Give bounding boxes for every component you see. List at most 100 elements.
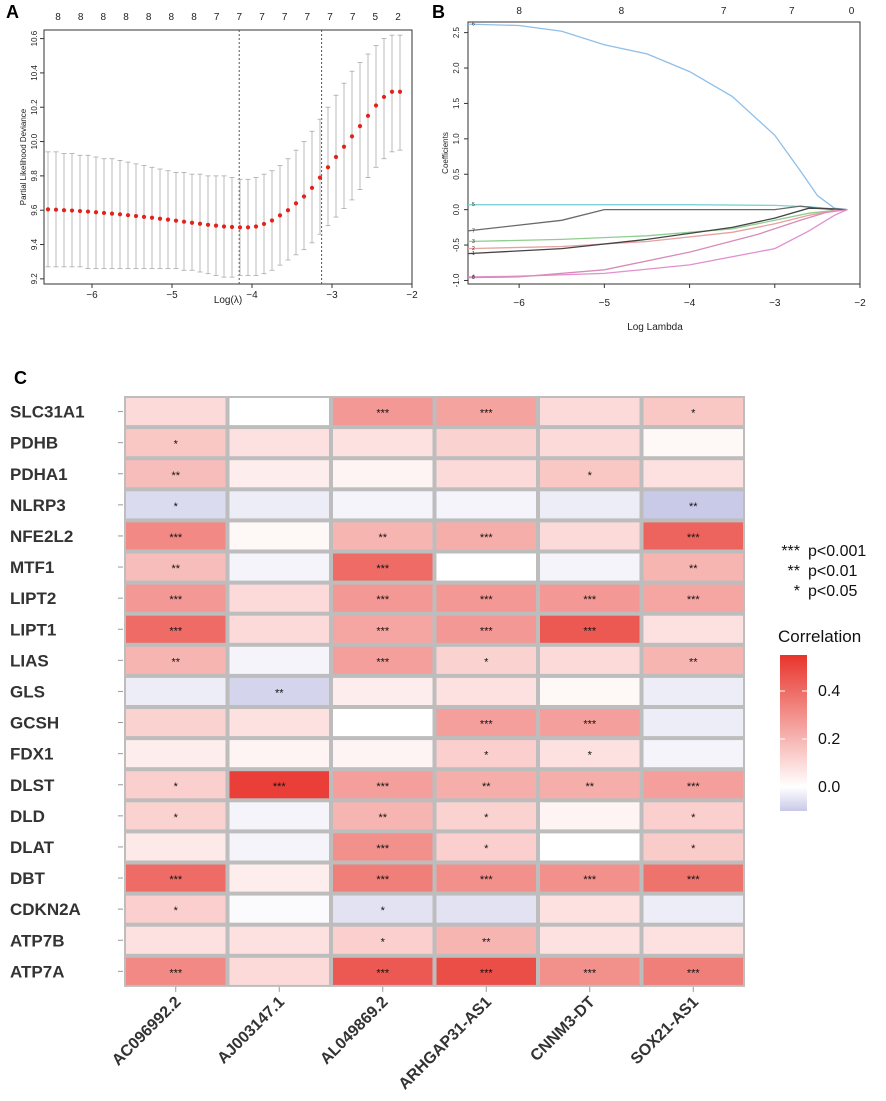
heatmap-cell	[333, 957, 433, 985]
significance-stars: ***	[687, 967, 701, 979]
significance-stars: ***	[583, 594, 597, 606]
significance-stars: *	[174, 812, 179, 824]
significance-stars: ***	[480, 719, 494, 731]
row-label: DLAT	[10, 838, 55, 857]
significance-stars: ***	[480, 408, 494, 420]
heatmap-cell	[643, 926, 743, 954]
deviance-point	[69, 208, 75, 213]
y-tick-label: 9.4	[30, 238, 39, 250]
significance-stars: ***	[376, 967, 390, 979]
series-index-label: 1	[472, 251, 475, 257]
heatmap-cell	[643, 957, 743, 985]
heatmap-background	[124, 396, 745, 987]
row-label: MTF1	[10, 558, 54, 577]
heatmap-cell	[333, 646, 433, 674]
coef-path-2	[467, 208, 848, 250]
heatmap-cell	[540, 957, 640, 985]
significance-stars: **	[585, 781, 594, 793]
heatmap-cell	[436, 615, 536, 643]
heatmap-cell	[333, 771, 433, 799]
deviance-point	[197, 221, 203, 226]
heatmap-cell	[126, 615, 226, 643]
significance-stars: ***	[376, 874, 390, 886]
heatmap-cell	[229, 398, 329, 426]
x-tick-label: −6	[86, 290, 98, 301]
column-label: CNNM3-DT	[527, 994, 598, 1065]
heatmap-cell	[229, 957, 329, 985]
colorbar-title: Correlation	[778, 627, 861, 646]
significance-stars: ***	[583, 967, 597, 979]
heatmap-cell	[643, 677, 743, 705]
heatmap-cell	[643, 833, 743, 861]
deviance-point	[389, 89, 395, 94]
x-tick-label: −4	[684, 298, 696, 309]
significance-stars: *	[484, 750, 489, 762]
deviance-point	[133, 213, 139, 219]
top-count-label: 7	[259, 12, 265, 23]
significance-stars: ***	[376, 594, 390, 606]
heatmap-cell	[436, 491, 536, 519]
heatmap-cell	[229, 677, 329, 705]
heatmap-cell	[540, 677, 640, 705]
top-count-label: 8	[191, 12, 197, 23]
heatmap-cell	[333, 615, 433, 643]
significance-stars: *	[691, 843, 696, 855]
significance-stars: ***	[169, 532, 183, 544]
heatmap-cell	[643, 553, 743, 581]
significance-stars: **	[689, 501, 698, 513]
deviance-point	[317, 175, 323, 180]
panel-letter-c: C	[14, 368, 27, 388]
significance-stars: *	[174, 781, 179, 793]
heatmap-cell	[436, 895, 536, 923]
significance-stars: *	[588, 750, 593, 762]
panel-letter-a: A	[6, 2, 19, 22]
series-index-label: 5	[472, 202, 475, 208]
significance-stars: ***	[376, 781, 390, 793]
heatmap-cell	[126, 771, 226, 799]
deviance-point	[253, 224, 259, 229]
heatmap-cell	[540, 864, 640, 892]
heatmap-cell	[126, 833, 226, 861]
deviance-point	[85, 209, 91, 214]
heatmap-cell	[126, 709, 226, 737]
heatmap-cell	[436, 864, 536, 892]
deviance-point	[53, 207, 59, 212]
column-label: ARHGAP31-AS1	[396, 994, 495, 1093]
significance-legend: *** p<0.001 ** p<0.01 * p<0.05	[781, 543, 866, 600]
heatmap-cell	[643, 740, 743, 768]
plot-frame	[467, 21, 861, 285]
y-tick-label: 10.6	[30, 30, 39, 46]
heatmap-cell	[436, 398, 536, 426]
heatmap-cell	[436, 771, 536, 799]
significance-stars: **	[378, 532, 387, 544]
row-label: NFE2L2	[10, 527, 73, 546]
deviance-point	[77, 208, 83, 214]
deviance-point	[357, 124, 363, 129]
top-count-label: 8	[619, 6, 625, 17]
top-count-label: 7	[237, 12, 243, 23]
panel-c-correlation-heatmap: *** *** **** ** ***** ** *** ***** *** ***** *** **…	[10, 396, 866, 1093]
heatmap-cell	[126, 522, 226, 550]
plot-frame	[43, 29, 413, 285]
heatmap-cell	[436, 584, 536, 612]
significance-stars: *	[174, 439, 179, 451]
heatmap-cell	[540, 429, 640, 457]
deviance-point	[61, 208, 67, 213]
y-tick-label: 2.0	[452, 62, 461, 74]
top-count-label: 0	[849, 6, 855, 17]
coef-path-1	[467, 207, 848, 255]
deviance-point	[397, 89, 403, 94]
heatmap-cell	[643, 429, 743, 457]
panel-letter-b: B	[432, 2, 445, 22]
significance-stars: ***	[583, 719, 597, 731]
top-count-label: 7	[305, 12, 311, 23]
heatmap-cell	[643, 584, 743, 612]
significance-stars: **	[689, 656, 698, 668]
heatmap-cell	[540, 646, 640, 674]
deviance-point	[237, 225, 243, 230]
heatmap-cell	[333, 584, 433, 612]
deviance-point	[269, 218, 275, 223]
heatmap-cell	[540, 802, 640, 830]
row-label: CDKN2A	[10, 900, 81, 919]
